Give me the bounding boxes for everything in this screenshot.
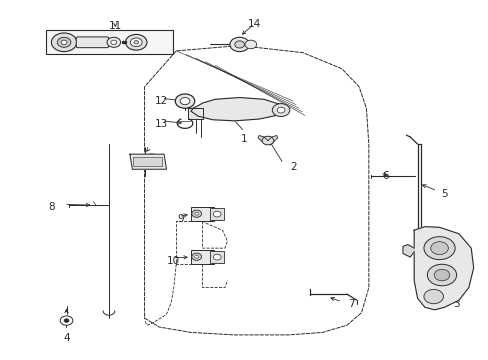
Text: 10: 10 bbox=[167, 256, 180, 266]
Circle shape bbox=[234, 41, 244, 48]
Polygon shape bbox=[130, 154, 166, 169]
Circle shape bbox=[107, 37, 121, 47]
Text: 6: 6 bbox=[382, 171, 388, 181]
Circle shape bbox=[244, 40, 256, 49]
Circle shape bbox=[229, 37, 249, 51]
Polygon shape bbox=[402, 244, 413, 257]
Bar bbox=[190, 207, 214, 221]
Circle shape bbox=[51, 33, 77, 51]
Text: 1: 1 bbox=[241, 134, 247, 144]
Circle shape bbox=[262, 136, 273, 145]
Circle shape bbox=[175, 94, 194, 108]
Text: 8: 8 bbox=[48, 202, 55, 212]
Polygon shape bbox=[190, 98, 283, 121]
Text: 4: 4 bbox=[63, 333, 70, 343]
Text: 7: 7 bbox=[348, 299, 354, 309]
Polygon shape bbox=[413, 226, 473, 310]
Text: 2: 2 bbox=[289, 162, 296, 172]
Circle shape bbox=[191, 253, 201, 260]
Circle shape bbox=[111, 40, 117, 44]
Circle shape bbox=[423, 289, 443, 304]
Bar bbox=[133, 157, 161, 166]
Polygon shape bbox=[267, 135, 277, 141]
Circle shape bbox=[61, 40, 67, 44]
Circle shape bbox=[130, 38, 142, 46]
Circle shape bbox=[213, 211, 221, 217]
Circle shape bbox=[57, 37, 71, 47]
Bar bbox=[190, 250, 214, 264]
Circle shape bbox=[272, 104, 289, 117]
Polygon shape bbox=[258, 135, 267, 141]
Text: 13: 13 bbox=[155, 120, 168, 129]
Text: 9: 9 bbox=[178, 215, 184, 224]
Bar bbox=[210, 251, 224, 263]
Text: 3: 3 bbox=[452, 299, 459, 309]
Bar bbox=[210, 208, 224, 220]
Circle shape bbox=[277, 107, 285, 113]
Text: 14: 14 bbox=[247, 19, 260, 29]
Text: 5: 5 bbox=[440, 189, 447, 199]
Circle shape bbox=[191, 210, 201, 217]
Text: 15: 15 bbox=[142, 153, 156, 163]
Circle shape bbox=[64, 319, 69, 322]
Circle shape bbox=[60, 316, 73, 325]
Circle shape bbox=[423, 237, 454, 260]
Circle shape bbox=[134, 41, 139, 44]
Text: 12: 12 bbox=[155, 96, 168, 106]
Circle shape bbox=[180, 98, 189, 105]
Circle shape bbox=[213, 254, 221, 260]
Circle shape bbox=[194, 212, 198, 215]
Circle shape bbox=[427, 264, 456, 286]
Text: 11: 11 bbox=[108, 21, 122, 31]
Bar bbox=[46, 30, 172, 54]
Circle shape bbox=[430, 242, 447, 255]
FancyBboxPatch shape bbox=[76, 37, 108, 48]
Circle shape bbox=[194, 255, 198, 258]
Circle shape bbox=[433, 269, 449, 281]
Polygon shape bbox=[188, 108, 203, 119]
Circle shape bbox=[125, 35, 147, 50]
